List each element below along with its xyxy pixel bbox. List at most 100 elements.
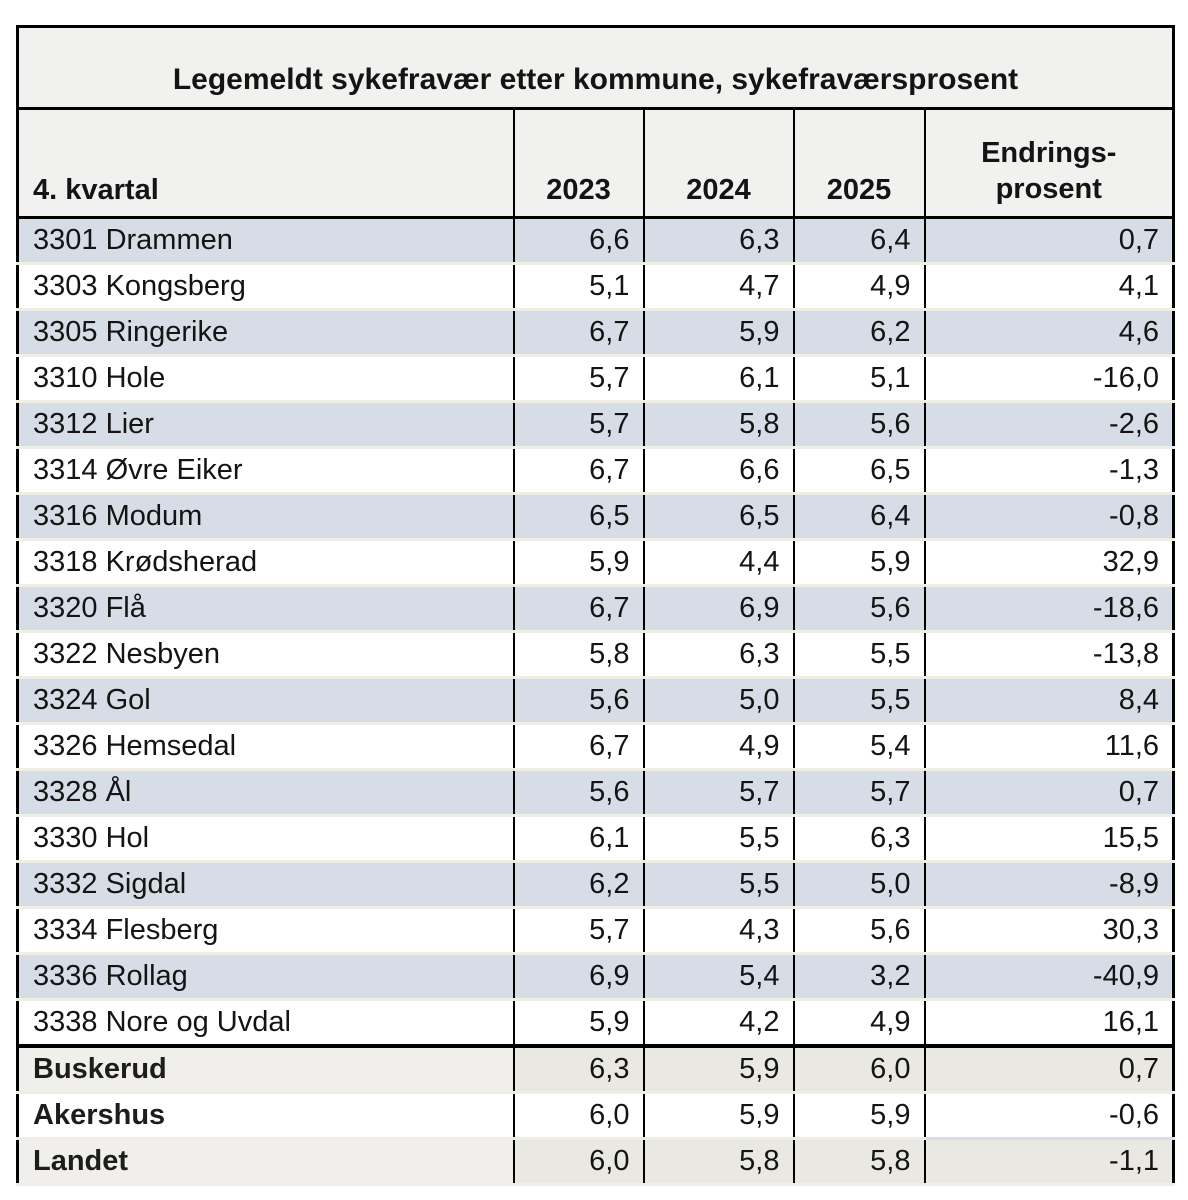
table-row: 3332 Sigdal 6,2 5,5 5,0 -8,9 <box>17 861 1174 909</box>
cell-2023: 6,5 <box>512 493 644 541</box>
cell-2023: 6,2 <box>512 861 644 909</box>
cell-municipality: 3328 Ål <box>17 769 514 817</box>
cell-municipality: 3314 Øvre Eiker <box>17 447 514 495</box>
cell-2024: 5,9 <box>642 1044 794 1094</box>
cell-change-percent: -1,1 <box>923 1138 1174 1186</box>
table-row: 3336 Rollag 6,9 5,4 3,2 -40,9 <box>17 953 1174 1001</box>
header-year-2023: 2023 <box>512 108 644 219</box>
cell-2023: 6,7 <box>512 447 644 495</box>
cell-2024: 4,3 <box>642 907 794 955</box>
cell-2025: 6,2 <box>792 309 925 357</box>
cell-2024: 5,9 <box>642 1092 794 1140</box>
cell-2023: 5,8 <box>512 631 644 679</box>
cell-2023: 5,6 <box>512 677 644 725</box>
cell-municipality: 3318 Krødsherad <box>17 539 514 587</box>
cell-2025: 5,9 <box>792 1092 925 1140</box>
cell-2025: 5,6 <box>792 585 925 633</box>
cell-2024: 5,8 <box>642 401 794 449</box>
cell-2023: 6,3 <box>512 1044 644 1094</box>
table-row: 3303 Kongsberg 5,1 4,7 4,9 4,1 <box>17 263 1174 311</box>
table-row: 3310 Hole 5,7 6,1 5,1 -16,0 <box>17 355 1174 403</box>
cell-municipality: 3310 Hole <box>17 355 514 403</box>
table-title-row: Legemeldt sykefravær etter kommune, syke… <box>17 26 1174 110</box>
table-row: 3316 Modum 6,5 6,5 6,4 -0,8 <box>17 493 1174 541</box>
header-year-2024: 2024 <box>642 108 794 219</box>
cell-municipality: 3330 Hol <box>17 815 514 863</box>
cell-2024: 5,5 <box>642 861 794 909</box>
cell-change-percent: -0,6 <box>923 1091 1174 1140</box>
cell-2024: 6,6 <box>642 447 794 495</box>
cell-2024: 5,8 <box>642 1138 794 1186</box>
header-year-2025: 2025 <box>792 108 925 219</box>
table-row: 3330 Hol 6,1 5,5 6,3 15,5 <box>17 815 1174 863</box>
cell-2023: 6,1 <box>512 815 644 863</box>
cell-2025: 4,9 <box>792 999 925 1048</box>
cell-2023: 6,7 <box>512 309 644 357</box>
cell-2025: 5,7 <box>792 769 925 817</box>
cell-municipality: 3305 Ringerike <box>17 309 514 357</box>
cell-municipality: 3326 Hemsedal <box>17 723 514 771</box>
cell-change-percent: 8,4 <box>923 677 1174 725</box>
cell-2023: 5,1 <box>512 263 644 311</box>
cell-2025: 6,3 <box>792 815 925 863</box>
cell-2025: 3,2 <box>792 953 925 1001</box>
cell-change-percent: 4,1 <box>923 263 1174 311</box>
cell-municipality: 3316 Modum <box>17 493 514 541</box>
cell-change-percent: -13,8 <box>923 631 1174 679</box>
cell-2024: 6,5 <box>642 493 794 541</box>
table-row: 3312 Lier 5,7 5,8 5,6 -2,6 <box>17 401 1174 449</box>
table-row: 3318 Krødsherad 5,9 4,4 5,9 32,9 <box>17 539 1174 587</box>
cell-municipality: 3320 Flå <box>17 585 514 633</box>
cell-municipality: Akershus <box>17 1092 514 1140</box>
table-row: 3334 Flesberg 5,7 4,3 5,6 30,3 <box>17 907 1174 955</box>
cell-2024: 5,9 <box>642 309 794 357</box>
cell-2023: 5,9 <box>512 999 644 1048</box>
cell-2024: 4,9 <box>642 723 794 771</box>
cell-2025: 5,0 <box>792 861 925 909</box>
cell-2025: 6,5 <box>792 447 925 495</box>
cell-2024: 4,7 <box>642 263 794 311</box>
cell-2024: 5,0 <box>642 677 794 725</box>
header-change-line2: prosent <box>995 172 1102 205</box>
cell-municipality: 3301 Drammen <box>17 217 514 265</box>
cell-2025: 5,5 <box>792 631 925 679</box>
cell-2024: 6,9 <box>642 585 794 633</box>
cell-change-percent: 15,5 <box>923 815 1174 863</box>
cell-2023: 5,7 <box>512 907 644 955</box>
summary-row: Akershus 6,0 5,9 5,9 -0,6 <box>17 1091 1174 1140</box>
cell-2023: 6,0 <box>512 1138 644 1186</box>
table-row: 3305 Ringerike 6,7 5,9 6,2 4,6 <box>17 309 1174 357</box>
cell-2023: 6,7 <box>512 723 644 771</box>
cell-change-percent: -2,6 <box>923 401 1174 449</box>
table-row: 3328 Ål 5,6 5,7 5,7 0,7 <box>17 769 1174 817</box>
cell-municipality: Buskerud <box>17 1044 514 1094</box>
cell-change-percent: 0,7 <box>923 1044 1174 1094</box>
cell-2025: 6,0 <box>792 1044 925 1094</box>
cell-2025: 6,4 <box>792 217 925 265</box>
cell-change-percent: -8,9 <box>923 861 1174 909</box>
cell-2024: 5,4 <box>642 953 794 1001</box>
cell-2023: 5,7 <box>512 355 644 403</box>
cell-change-percent: 0,7 <box>923 217 1174 265</box>
sick-leave-table: Legemeldt sykefravær etter kommune, syke… <box>16 25 1176 1186</box>
cell-2025: 5,8 <box>792 1138 925 1186</box>
cell-municipality: 3338 Nore og Uvdal <box>17 999 514 1048</box>
cell-2023: 5,9 <box>512 539 644 587</box>
cell-change-percent: 4,6 <box>923 309 1174 357</box>
cell-change-percent: -1,3 <box>923 447 1174 495</box>
summary-row: Buskerud 6,3 5,9 6,0 0,7 <box>17 1044 1174 1094</box>
cell-2024: 6,1 <box>642 355 794 403</box>
cell-2023: 6,9 <box>512 953 644 1001</box>
table-row: 3324 Gol 5,6 5,0 5,5 8,4 <box>17 677 1174 725</box>
cell-municipality: 3332 Sigdal <box>17 861 514 909</box>
table-header-row: 4. kvartal 2023 2024 2025 Endrings- pros… <box>17 108 1174 219</box>
cell-change-percent: -40,9 <box>923 953 1174 1001</box>
cell-municipality: 3336 Rollag <box>17 953 514 1001</box>
cell-change-percent: 0,7 <box>923 769 1174 817</box>
cell-2025: 5,6 <box>792 907 925 955</box>
table-row: 3326 Hemsedal 6,7 4,9 5,4 11,6 <box>17 723 1174 771</box>
cell-2023: 6,6 <box>512 217 644 265</box>
cell-municipality: 3334 Flesberg <box>17 907 514 955</box>
cell-2024: 4,4 <box>642 539 794 587</box>
cell-change-percent: -0,8 <box>923 493 1174 541</box>
